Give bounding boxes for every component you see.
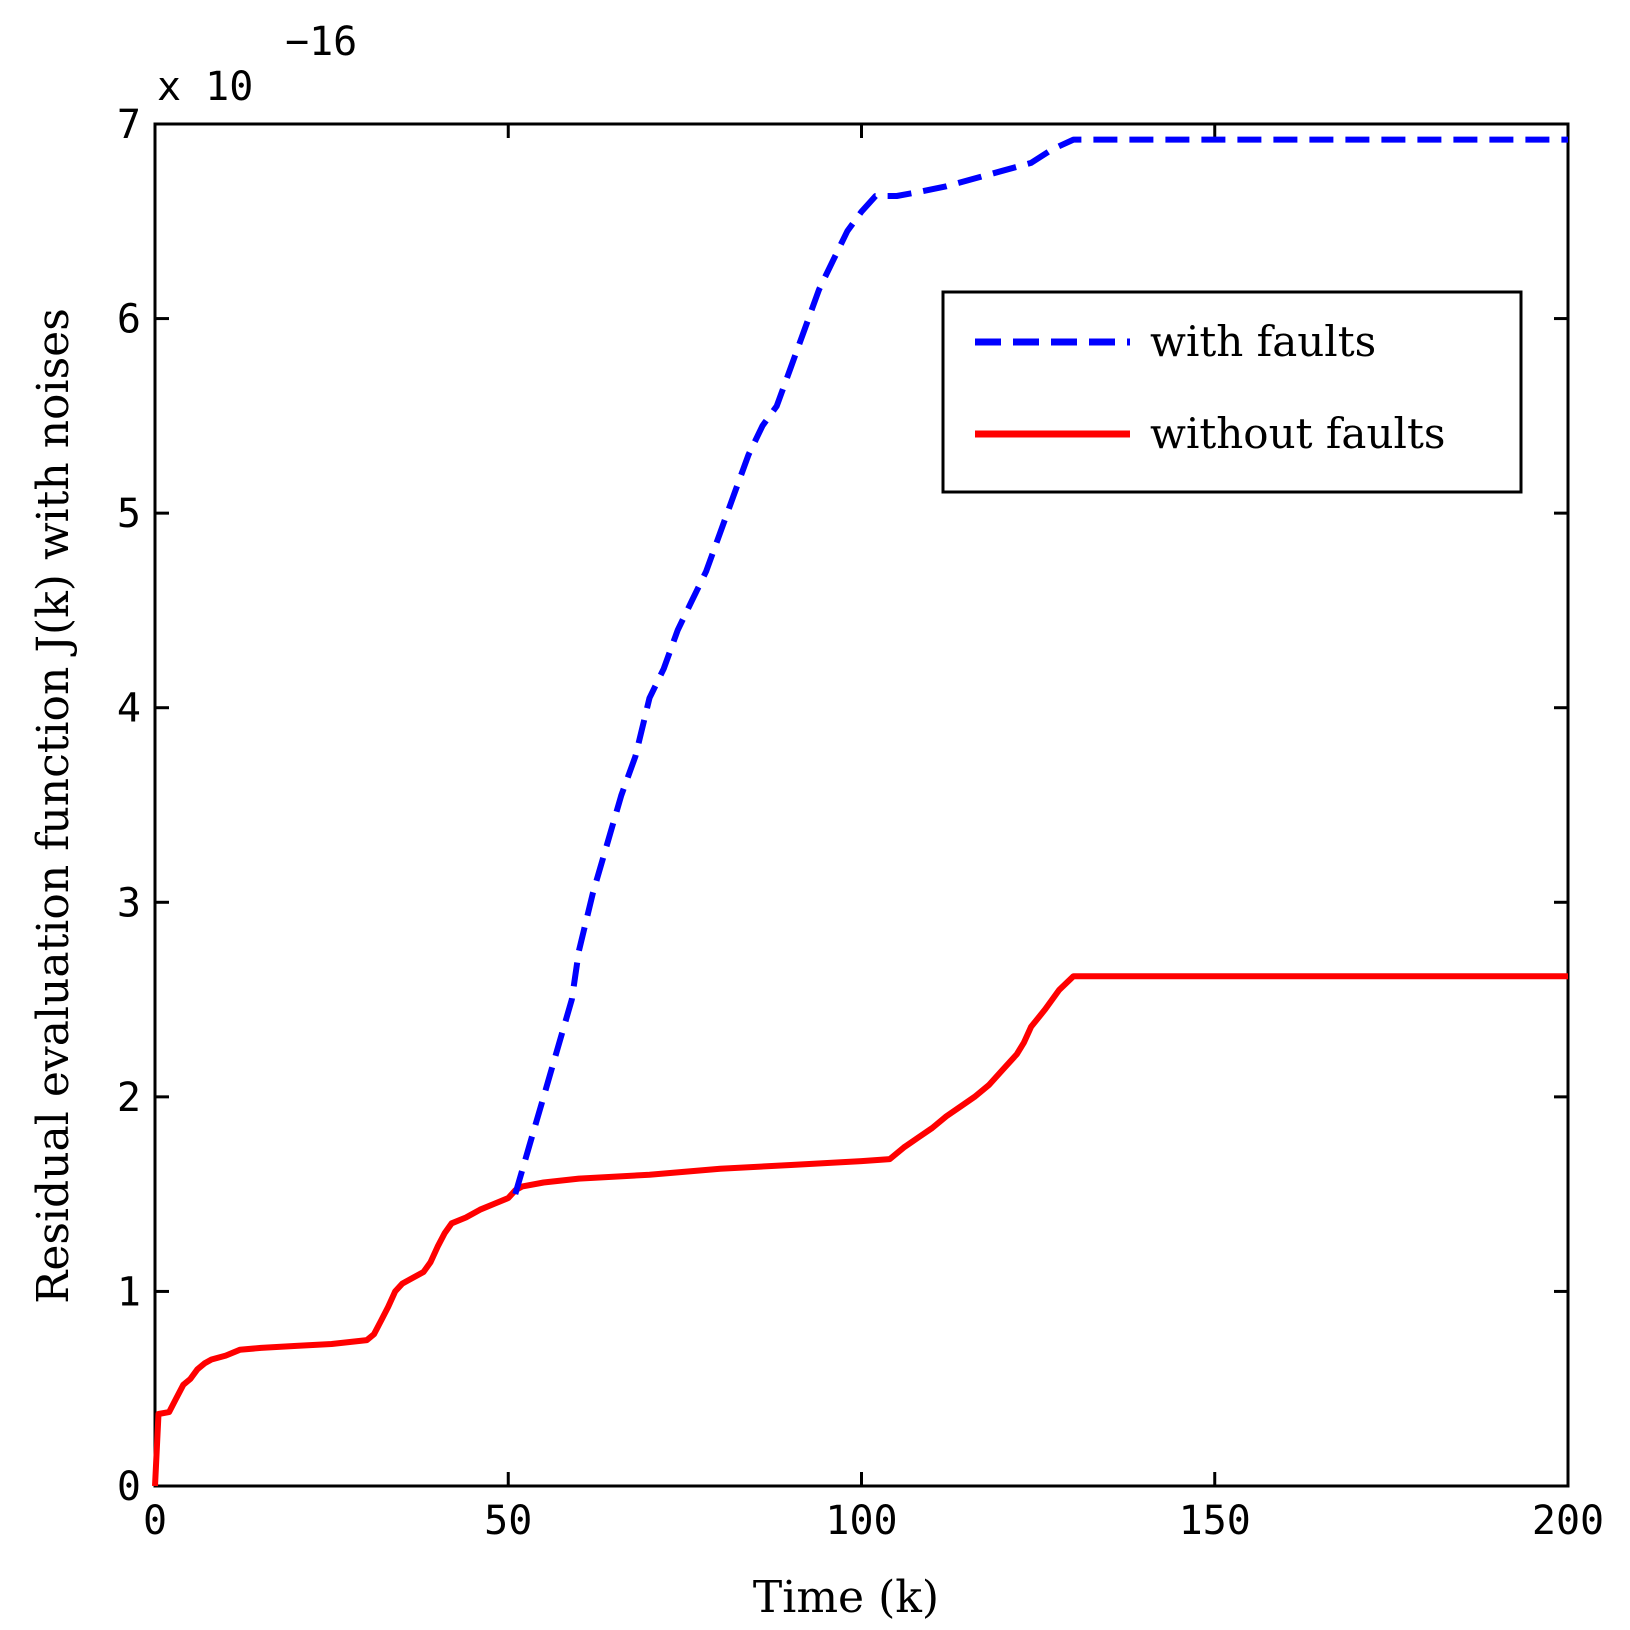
y-axis-title: Residual evaluation function J(k) with n… (28, 308, 79, 1304)
y-tick-label: 0 (117, 1464, 141, 1510)
y-tick-label: 5 (117, 491, 141, 537)
axis-ticks: 0 50 100 150 200 0 1 2 3 4 5 6 7 (117, 102, 1604, 1544)
legend: with faults without faults (941, 290, 1523, 494)
y-tick-label: 2 (117, 1075, 141, 1121)
x-tick-label: 50 (484, 1498, 532, 1544)
x-tick-label: 200 (1532, 1498, 1604, 1544)
x-tick-label: 150 (1179, 1498, 1251, 1544)
series-line-without-faults (152, 973, 1568, 1487)
y-tick-label: 7 (117, 102, 141, 148)
x-axis-title: Time (k) (753, 1572, 939, 1623)
legend-box (941, 290, 1523, 494)
y-tick-label: 3 (117, 880, 141, 926)
y-scale-exponent-prefix: x 10 (157, 64, 253, 110)
y-tick-label: 4 (117, 686, 141, 732)
x-tick-label: 0 (143, 1498, 167, 1544)
y-tick-label: 1 (117, 1269, 141, 1315)
legend-label-with-faults: with faults (1150, 317, 1376, 366)
y-scale-exponent: −16 (285, 19, 357, 65)
x-tick-label: 100 (825, 1498, 897, 1544)
series-layer (152, 136, 1568, 1487)
series-line-with-faults (512, 136, 1568, 1195)
legend-label-without-faults: without faults (1150, 409, 1445, 458)
y-tick-label: 6 (117, 297, 141, 343)
